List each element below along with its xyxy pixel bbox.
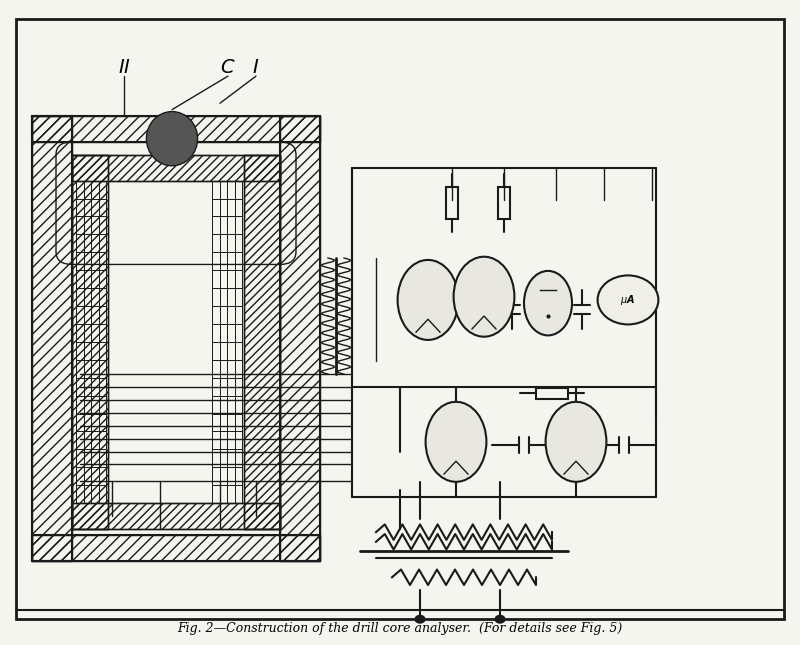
Ellipse shape	[426, 402, 486, 482]
Bar	[72, 155, 280, 181]
Bar	[536, 388, 568, 399]
Bar	[32, 535, 320, 561]
Bar	[32, 116, 320, 142]
Bar	[72, 155, 280, 181]
Text: $\it{I}$: $\it{I}$	[252, 59, 260, 77]
Bar	[280, 116, 320, 561]
Text: Fig. 2—Construction of the drill core analyser.  (For details see Fig. 5): Fig. 2—Construction of the drill core an…	[178, 622, 622, 635]
Text: $\it{C}$: $\it{C}$	[220, 59, 236, 77]
Bar	[72, 503, 280, 529]
Bar	[244, 155, 280, 529]
Ellipse shape	[598, 275, 658, 324]
Bar	[72, 503, 280, 529]
Bar	[244, 155, 280, 529]
Ellipse shape	[398, 260, 458, 340]
Bar	[72, 155, 108, 529]
Bar	[32, 535, 320, 561]
Text: $\it{II}$: $\it{II}$	[118, 59, 130, 77]
Ellipse shape	[146, 112, 198, 166]
Ellipse shape	[454, 257, 514, 337]
Bar	[32, 116, 72, 561]
Bar	[446, 187, 458, 219]
Bar	[72, 155, 108, 529]
Ellipse shape	[546, 402, 606, 482]
Bar	[32, 116, 72, 561]
Bar	[32, 116, 320, 142]
Bar	[498, 187, 510, 219]
Bar	[280, 116, 320, 561]
Ellipse shape	[524, 271, 572, 335]
Text: $\mu$A: $\mu$A	[621, 293, 635, 307]
Circle shape	[414, 615, 426, 624]
Circle shape	[494, 615, 506, 624]
